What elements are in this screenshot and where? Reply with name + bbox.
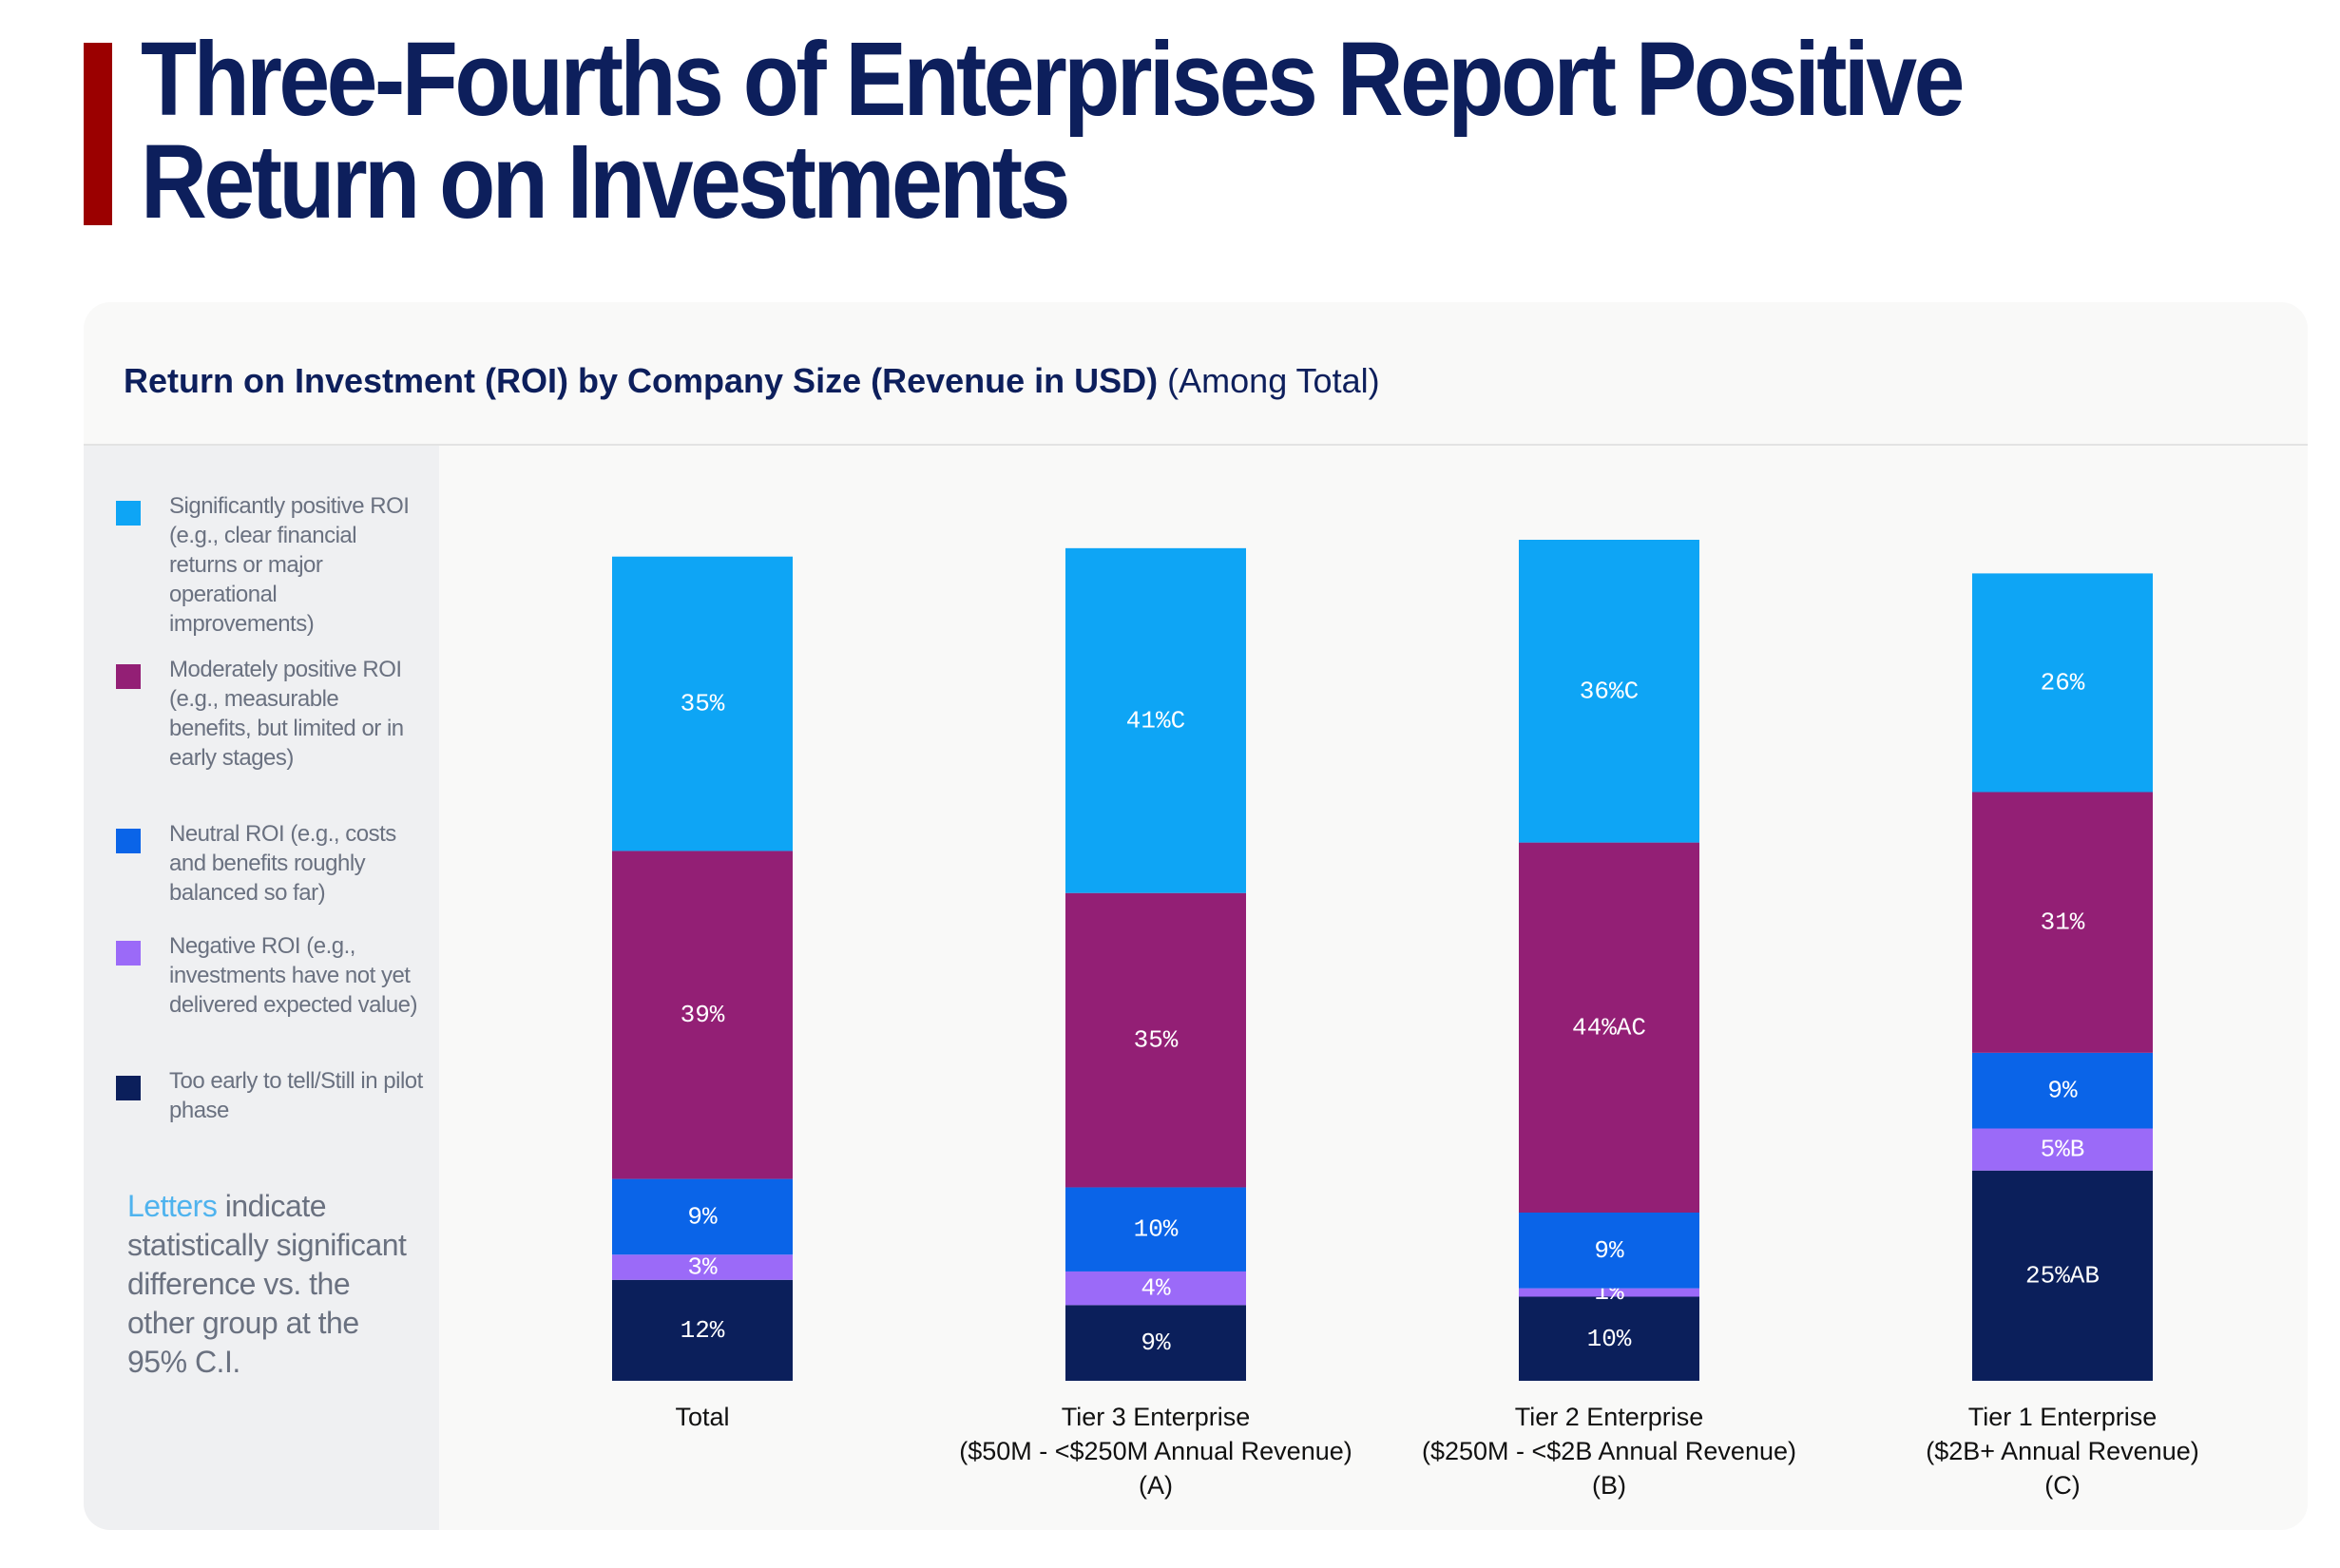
category-label: (C) [2044,1471,2080,1500]
significance-note-text: indicate statistically significant diffe… [127,1189,407,1379]
bar-segment [1972,573,2153,793]
bar-segment [612,1254,793,1280]
legend-swatch [116,941,141,966]
chart-title: Return on Investment (ROI) by Company Si… [124,361,1380,401]
stacked-bar-chart: 12% 3% 9% 39% 35% Total 9% 4% 10% 35% 41%C Tier 3 E… [612,540,2199,1500]
bar-segment [1972,1052,2153,1129]
legend-swatch [116,1076,141,1100]
category-label: Total [675,1403,729,1431]
data-label: 41%C [1126,706,1185,735]
bar-segment [1519,842,1699,1213]
bar-segment [1519,540,1699,843]
data-label: 36%C [1580,677,1639,705]
bar-segment [1519,1213,1699,1289]
bar-segment [1065,547,1246,893]
bar-segment [612,1178,793,1255]
bar-segment [1065,892,1246,1188]
legend-label: Neutral ROI (e.g., costs and benefits ro… [169,821,396,906]
data-label: 9% [2047,1077,2078,1105]
data-label: 4% [1141,1274,1171,1303]
data-label: 3% [687,1253,718,1282]
significance-note-highlight: Letters [127,1189,218,1223]
legend-label: Too early to tell/Still in pilot phase [169,1068,423,1123]
legend-label: Significantly positive ROI (e.g., clear … [169,493,410,637]
bar-segment [1519,1296,1699,1381]
data-label: 39% [681,1001,725,1029]
category-label: ($50M - <$250M Annual Revenue) [959,1437,1352,1465]
bar-segment [1065,1187,1246,1272]
data-label: 10% [1134,1215,1179,1244]
bar-segment [1972,792,2153,1053]
category-label: (B) [1592,1471,1626,1500]
chart-header: Return on Investment (ROI) by Company Si… [84,302,2308,446]
data-label: 9% [1594,1236,1624,1265]
category-label: Tier 3 Enterprise [1062,1403,1251,1431]
bar-segment [1065,1305,1246,1381]
legend-swatch [116,829,141,853]
significance-note: Letters indicate statistically significa… [127,1187,412,1382]
data-label: 12% [681,1316,725,1345]
chart-card: Return on Investment (ROI) by Company Si… [84,302,2308,1530]
legend-label: Negative ROI (e.g., investments have not… [169,933,418,1018]
bar-segment [1972,1170,2153,1381]
bar-segment [1519,1288,1699,1297]
data-label: 10% [1587,1325,1632,1353]
bar-segment [612,1279,793,1381]
data-label: 44%AC [1572,1013,1646,1042]
bar-segment [612,556,793,851]
data-label: 35% [681,690,725,718]
bar-segment [1972,1128,2153,1171]
data-label: 5%B [2041,1136,2085,1164]
legend-swatch [116,501,141,526]
data-label: 31% [2041,908,2085,937]
data-label: 35% [1134,1026,1179,1055]
legend-panel: Significantly positive ROI (e.g., clear … [84,446,439,1530]
category-label: ($2B+ Annual Revenue) [1926,1437,2198,1465]
bar-segment [1065,1271,1246,1306]
data-label: 9% [1141,1329,1171,1357]
category-label: (A) [1139,1471,1173,1500]
data-label: 9% [687,1202,718,1231]
chart-title-qualifier: (Among Total) [1167,361,1380,400]
category-label: ($250M - <$2B Annual Revenue) [1422,1437,1796,1465]
chart-title-bold: Return on Investment (ROI) by Company Si… [124,361,1159,400]
data-label: 26% [2041,668,2085,697]
category-label: Tier 2 Enterprise [1515,1403,1704,1431]
data-label: 25%AB [2025,1261,2100,1290]
title-accent-bar [84,43,112,225]
legend-swatch [116,664,141,689]
legend-label: Moderately positive ROI (e.g., measurabl… [169,657,404,771]
page-title: Three-Fourths of Enterprises Report Posi… [141,21,1965,240]
category-label: Tier 1 Enterprise [1968,1403,2158,1431]
bar-segment [612,851,793,1179]
